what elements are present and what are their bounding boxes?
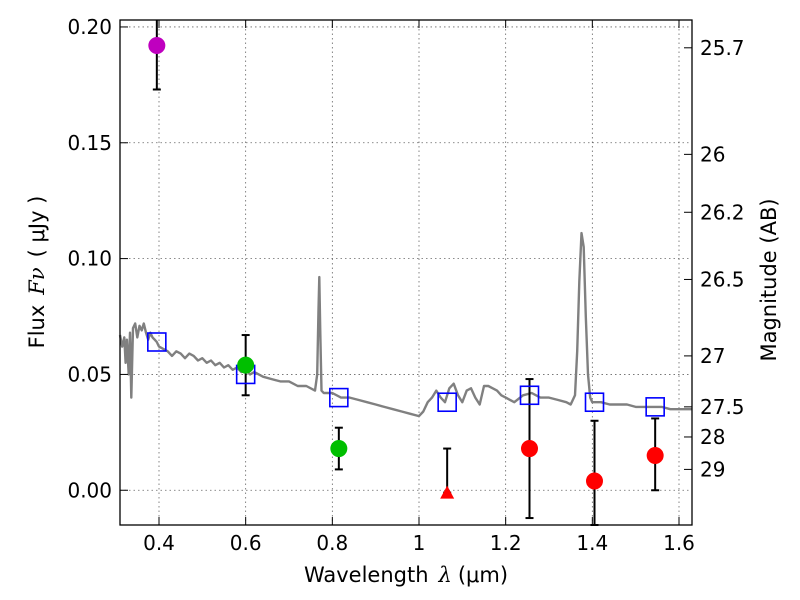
y-axis-label: Flux Fν ( μJy ) [25,196,49,349]
model-spectrum-layer [118,231,692,418]
observation-point [586,472,603,490]
mag-tick-label: 26.5 [700,267,745,291]
x-tick-label: 1.4 [576,531,608,555]
y-tick-label: 0.20 [67,15,112,39]
observation-point [237,356,255,374]
y-tick-label: 0.00 [67,478,112,502]
model-point-square [645,397,665,417]
y2-axis-label: Magnitude (AB) [757,198,781,361]
y-tick-label: 0.10 [67,247,112,271]
grid-lines [120,20,692,525]
mag-tick-label: 27.5 [700,395,745,419]
mag-tick-label: 25.7 [700,36,745,60]
x-axis-label: Wavelength λ (μm) [304,563,508,587]
mag-tick-label: 27 [700,344,725,368]
model-point-square [519,385,540,406]
y-axis-label-symbol: Fν [25,267,49,296]
model-spectrum-line [118,231,692,418]
model-point-square [147,332,167,352]
y-tick-label: 0.05 [67,362,112,386]
observation-point [646,447,664,465]
observation-point [330,440,348,458]
x-axis-label-unit: (μm) [458,563,508,587]
x-tick-label: 1 [413,531,426,555]
x-tick-label: 1.2 [490,531,522,555]
plot-frame [119,19,693,526]
x-tick-label: 0.6 [230,531,262,555]
model-point-square [437,392,457,413]
points-layer [147,36,665,499]
observation-point-triangle [440,485,455,499]
x-axis-label-symbol: λ [438,563,452,587]
observation-point [148,36,166,54]
x-axis-label-text: Wavelength [304,563,429,587]
y-axis-label-unit: ( μJy ) [25,196,49,258]
y-tick-label: 0.15 [67,131,112,155]
x-tick-label: 1.6 [663,531,695,555]
model-point-square [329,387,349,408]
mag-tick-label: 26 [700,142,725,166]
observation-point [521,440,538,458]
y-axis-label-text: Flux [25,305,49,349]
mag-tick-label: 28 [700,425,725,449]
mag-tick-label: 26.2 [700,200,745,224]
x-tick-label: 0.4 [143,531,175,555]
mag-tick-label: 29 [700,457,725,481]
model-point-square [584,392,605,413]
x-tick-label: 0.8 [316,531,348,555]
axis-ticks: 0.4 0.6 0.8 1 1.2 1.4 1.6 0.00 0.05 0.10 0.15 0.20 2… [67,15,744,555]
